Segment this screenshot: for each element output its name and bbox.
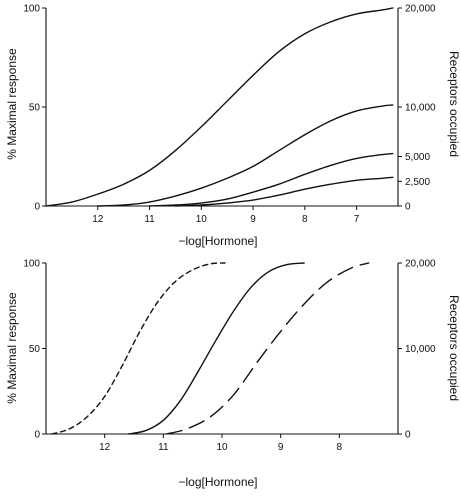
top-y-axis-label: % Maximal response xyxy=(5,48,19,160)
top-y-tick-label: 0 xyxy=(34,202,40,213)
bottom-x-tick-label: 12 xyxy=(99,442,111,453)
bottom-y2-tick-label: 10,000 xyxy=(405,344,436,355)
top-x-tick-label: 9 xyxy=(250,214,256,225)
top-curve-4 xyxy=(174,176,394,207)
bottom-curve-2 xyxy=(127,262,305,435)
top-x-axis-label: −log[Hormone] xyxy=(178,234,257,248)
bottom-y-tick-label: 0 xyxy=(34,430,40,441)
bottom-y-tick-label: 50 xyxy=(29,344,41,355)
top-y2-tick-label: 20,000 xyxy=(405,4,436,15)
top-x-tick-label: 10 xyxy=(196,214,208,225)
top-y2-tick-label: 0 xyxy=(405,202,411,213)
top-x-tick-label: 7 xyxy=(354,214,360,225)
top-y2-axis-label: Receptors occupied xyxy=(447,51,461,157)
top-x-tick-label: 8 xyxy=(302,214,308,225)
bottom-x-tick-label: 11 xyxy=(158,442,169,453)
top-curve-2 xyxy=(97,104,394,207)
bottom-curve-1 xyxy=(51,262,226,435)
bottom-x-tick-label: 8 xyxy=(337,442,343,453)
top-y-tick-label: 50 xyxy=(29,103,41,114)
top-curve-1 xyxy=(45,7,394,207)
top-y2-tick-label: 10,000 xyxy=(405,103,436,114)
top-x-tick-label: 12 xyxy=(92,214,104,225)
top-y2-tick-label: 5,000 xyxy=(405,152,430,163)
bottom-x-tick-label: 9 xyxy=(278,442,284,453)
bottom-chart-panel: % Maximal response Receptors occupied −l… xyxy=(5,259,461,490)
top-y2-tick-label: 2,500 xyxy=(405,177,430,188)
bottom-y-axis-label: % Maximal response xyxy=(5,292,19,404)
top-chart-panel: % Maximal response Receptors occupied −l… xyxy=(5,4,461,249)
bottom-y-tick-label: 100 xyxy=(23,259,40,270)
top-y-tick-label: 100 xyxy=(23,4,40,15)
top-curve-3 xyxy=(148,152,394,207)
bottom-curve-3 xyxy=(165,262,370,435)
bottom-x-tick-label: 10 xyxy=(216,442,228,453)
bottom-y2-tick-label: 20,000 xyxy=(405,259,436,270)
bottom-x-axis-label: −log[Hormone] xyxy=(178,475,257,489)
top-x-tick-label: 11 xyxy=(144,214,155,225)
bottom-y2-axis-label: Receptors occupied xyxy=(447,295,461,401)
bottom-y2-tick-label: 0 xyxy=(405,430,411,441)
